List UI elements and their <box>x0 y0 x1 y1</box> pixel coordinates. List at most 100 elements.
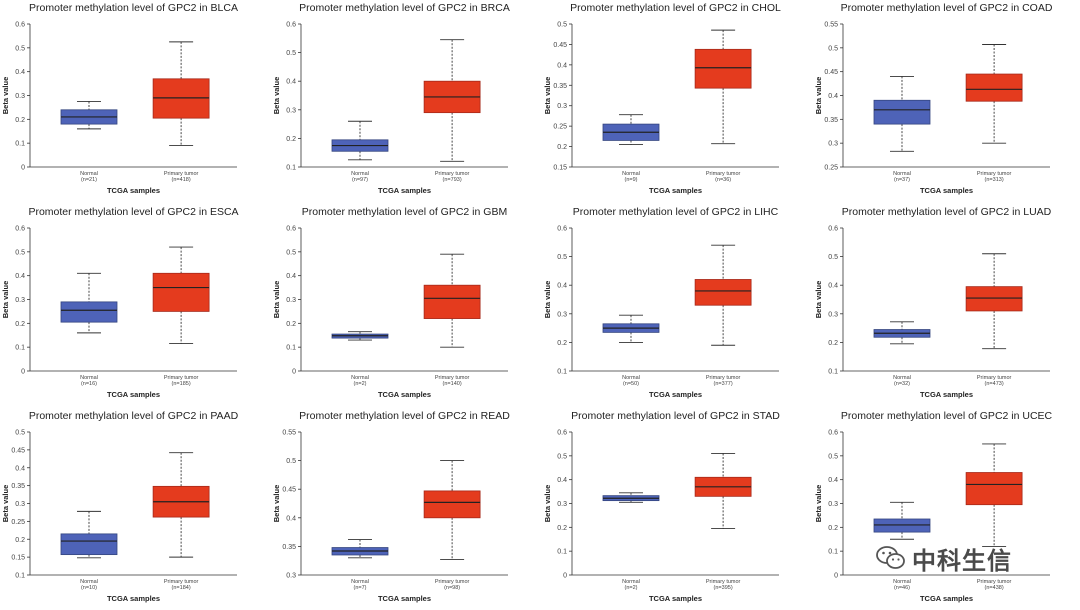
y-tick-label: 0.2 <box>828 340 838 347</box>
group-label: Normal <box>80 579 98 585</box>
group-count: (n=32) <box>894 381 910 387</box>
tumor-box <box>423 253 481 348</box>
y-tick-label: 0.2 <box>15 537 25 544</box>
chart-panel: Promoter methylation level of GPC2 in UC… <box>814 410 1053 603</box>
y-tick-label: 0.2 <box>15 117 25 124</box>
chart-title: Promoter methylation level of GPC2 in UC… <box>841 410 1053 422</box>
group-count: (n=37) <box>894 177 910 183</box>
chart-panel: Promoter methylation level of GPC2 in GB… <box>272 206 508 399</box>
x-axis-label: TCGA samples <box>649 186 702 195</box>
group-count: (n=418) <box>172 177 191 183</box>
y-tick-label: 0.4 <box>828 477 838 484</box>
group-count: (n=50) <box>623 381 639 387</box>
y-axis-label: Beta value <box>272 485 281 523</box>
group-count: (n=438) <box>985 585 1004 591</box>
normal-box <box>602 114 660 145</box>
y-axis-label: Beta value <box>543 485 552 523</box>
normal-box <box>873 501 931 540</box>
y-tick-label: 0 <box>21 369 25 376</box>
group-label: Primary tumor <box>435 579 470 585</box>
wechat-icon <box>876 546 905 569</box>
y-tick-label: 0.55 <box>282 430 296 437</box>
y-tick-label: 0.3 <box>557 311 567 318</box>
y-tick-label: 0.4 <box>15 69 25 76</box>
normal-box <box>331 539 389 559</box>
y-tick-label: 0.5 <box>286 249 296 256</box>
y-tick-label: 0.5 <box>557 22 567 29</box>
chart-panel: Promoter methylation level of GPC2 in BL… <box>1 2 238 195</box>
y-tick-label: 0.25 <box>824 165 838 172</box>
group-count: (n=97) <box>352 177 368 183</box>
chart-panel: Promoter methylation level of GPC2 in ES… <box>1 206 239 399</box>
y-tick-label: 0.45 <box>11 447 25 454</box>
y-tick-label: 0.2 <box>557 144 567 151</box>
y-tick-label: 0.2 <box>557 340 567 347</box>
group-label: Normal <box>351 171 369 177</box>
y-tick-label: 0.3 <box>286 107 296 114</box>
y-tick-label: 0.3 <box>557 501 567 508</box>
y-axis-label: Beta value <box>1 77 10 115</box>
group-count: (n=313) <box>985 177 1004 183</box>
chart-title: Promoter methylation level of GPC2 in BR… <box>299 2 510 14</box>
y-tick-label: 0 <box>21 165 25 172</box>
group-count: (n=377) <box>714 381 733 387</box>
iqr-box <box>965 472 1023 506</box>
tumor-box <box>965 253 1023 350</box>
group-label: Primary tumor <box>706 171 741 177</box>
y-tick-label: 0.4 <box>557 283 567 290</box>
y-tick-label: 0.5 <box>286 50 296 57</box>
y-tick-label: 0.1 <box>828 549 838 556</box>
chart-panel: Promoter methylation level of GPC2 in CH… <box>543 2 781 195</box>
y-tick-label: 0 <box>834 573 838 580</box>
y-tick-label: 0.55 <box>824 22 838 29</box>
y-tick-label: 0.5 <box>828 453 838 460</box>
y-tick-label: 0.35 <box>824 117 838 124</box>
group-count: (n=9) <box>624 177 637 183</box>
y-tick-label: 0.4 <box>15 273 25 280</box>
normal-box <box>602 314 660 343</box>
y-tick-label: 0.5 <box>828 254 838 261</box>
chart-title: Promoter methylation level of GPC2 in LI… <box>573 206 779 218</box>
group-label: Primary tumor <box>977 579 1012 585</box>
group-label: Normal <box>351 375 369 381</box>
tumor-box <box>694 29 752 145</box>
y-tick-label: 0.1 <box>828 369 838 376</box>
y-tick-label: 0.45 <box>553 42 567 49</box>
y-tick-label: 0.25 <box>553 124 567 131</box>
normal-box <box>60 101 118 130</box>
group-label: Normal <box>893 375 911 381</box>
y-tick-label: 0.6 <box>15 226 25 233</box>
y-tick-label: 0.5 <box>15 249 25 256</box>
group-count: (n=793) <box>443 177 462 183</box>
tumor-box <box>152 246 210 345</box>
y-tick-label: 0.4 <box>286 79 296 86</box>
group-label: Primary tumor <box>164 579 199 585</box>
watermark: 中科生信 <box>876 541 1056 575</box>
x-axis-label: TCGA samples <box>920 390 973 399</box>
tumor-box <box>694 453 752 529</box>
chart-panel: Promoter methylation level of GPC2 in PA… <box>1 410 239 603</box>
tumor-box <box>694 244 752 346</box>
normal-box <box>331 331 389 341</box>
y-tick-label: 0.35 <box>553 83 567 90</box>
group-label: Primary tumor <box>706 579 741 585</box>
group-count: (n=10) <box>81 585 97 591</box>
iqr-box <box>965 286 1023 312</box>
group-count: (n=21) <box>81 177 97 183</box>
group-count: (n=395) <box>714 585 733 591</box>
y-tick-label: 0.6 <box>828 430 838 437</box>
y-tick-label: 0.3 <box>286 573 296 580</box>
x-axis-label: TCGA samples <box>378 390 431 399</box>
iqr-box <box>423 284 481 319</box>
x-axis-label: TCGA samples <box>107 186 160 195</box>
chart-panel: Promoter methylation level of GPC2 in BR… <box>272 2 510 195</box>
tumor-box <box>423 39 481 162</box>
y-axis-label: Beta value <box>543 77 552 115</box>
y-tick-label: 0.45 <box>282 487 296 494</box>
tumor-box <box>965 44 1023 144</box>
group-count: (n=7) <box>353 585 366 591</box>
chart-title: Promoter methylation level of GPC2 in LU… <box>842 206 1052 218</box>
group-count: (n=2) <box>353 381 366 387</box>
y-tick-label: 0.6 <box>15 22 25 29</box>
